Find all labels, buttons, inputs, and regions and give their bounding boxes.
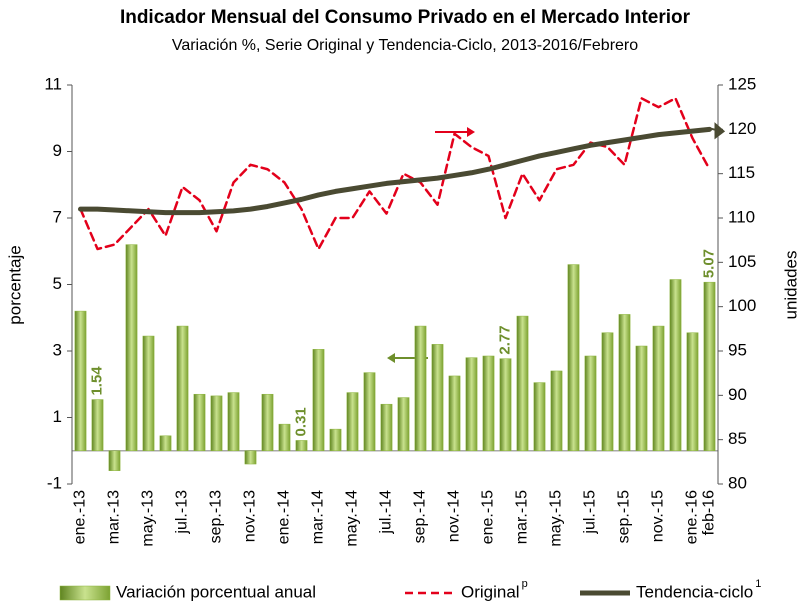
data-label: 0.31 <box>292 407 309 436</box>
bar <box>295 440 308 452</box>
y2-tick-label: 100 <box>728 296 756 315</box>
y2-tick-label: 120 <box>728 119 756 138</box>
bar <box>227 392 240 451</box>
trend-arrow <box>709 122 726 140</box>
legend-swatch <box>59 585 111 601</box>
chart-subtitle: Variación %, Serie Original y Tendencia-… <box>172 37 638 54</box>
y-tick-label: 1 <box>53 407 62 426</box>
bar <box>346 392 359 451</box>
y2-tick-label: 95 <box>728 340 747 359</box>
x-tick-label: ene.-13 <box>72 490 89 544</box>
bar <box>329 428 342 452</box>
y2-axis-label: unidades <box>781 250 800 319</box>
bar <box>380 403 393 452</box>
bar <box>618 314 631 451</box>
legend-label: Tendencia-ciclo <box>636 582 753 601</box>
data-label: 2.77 <box>496 325 513 354</box>
y-tick-label: -1 <box>47 473 62 492</box>
legend-superscript: p <box>522 578 528 590</box>
y-tick-label: 3 <box>53 340 62 359</box>
y2-tick-label: 115 <box>728 163 755 182</box>
y2-tick-label: 80 <box>728 473 747 492</box>
y-tick-label: 9 <box>53 141 62 160</box>
bar <box>210 395 223 452</box>
bar <box>312 349 325 451</box>
y2-tick-label: 125 <box>728 74 756 93</box>
y2-tick-label: 85 <box>728 429 747 448</box>
x-tick-label: nov.-15 <box>650 490 667 542</box>
x-tick-label: nov.-13 <box>242 490 259 542</box>
bar <box>533 382 546 451</box>
x-tick-label: sep.-15 <box>616 490 633 543</box>
bar <box>363 372 376 451</box>
bar <box>278 423 291 451</box>
bar <box>584 355 597 451</box>
y-tick-label: 5 <box>53 274 62 293</box>
annotation-arrow-head <box>467 127 475 137</box>
bar <box>244 450 257 465</box>
x-tick-label: sep.-13 <box>208 490 225 543</box>
line <box>78 126 712 216</box>
bar <box>669 279 682 452</box>
bar <box>142 335 155 452</box>
x-tick-label: may.-14 <box>344 490 361 547</box>
bar <box>431 344 444 452</box>
x-tick-label: may.-13 <box>140 490 157 547</box>
bar <box>91 399 104 452</box>
bar <box>550 370 563 452</box>
bar <box>567 264 580 451</box>
chart-title: Indicador Mensual del Consumo Privado en… <box>120 7 691 28</box>
x-tick-label: ene.-14 <box>276 490 293 544</box>
x-tick-label: jul.-15 <box>582 490 599 535</box>
legend-label: Original <box>461 582 520 601</box>
x-tick-label: feb-16 <box>701 490 718 535</box>
legend-label: Variación porcentual anual <box>116 582 316 601</box>
x-tick-label: sep.-14 <box>412 490 429 543</box>
bar <box>686 332 699 451</box>
bar <box>652 325 665 451</box>
bar <box>465 357 478 451</box>
bar <box>125 244 138 451</box>
bar <box>448 375 461 451</box>
y2-tick-label: 110 <box>728 207 755 226</box>
bar <box>397 397 410 451</box>
y-tick-label: 7 <box>53 207 62 226</box>
y-tick-label: 11 <box>44 74 62 93</box>
data-label: 5.07 <box>700 249 717 278</box>
y-axis-label: porcentaje <box>5 245 24 324</box>
y2-tick-label: 90 <box>728 385 747 404</box>
bar <box>601 332 614 451</box>
x-tick-label: mar.-13 <box>106 490 123 544</box>
x-tick-label: may.-15 <box>548 490 565 547</box>
annotation-arrow-head <box>387 353 395 363</box>
y2-tick-label: 105 <box>728 252 756 271</box>
bar <box>108 450 121 471</box>
line <box>79 97 711 251</box>
legend-superscript: 1 <box>755 578 761 590</box>
bar <box>482 355 495 451</box>
bar <box>74 310 87 451</box>
bar <box>516 315 529 451</box>
x-tick-label: jul.-14 <box>378 490 395 535</box>
x-tick-label: jul.-13 <box>174 490 191 535</box>
x-tick-label: mar.-14 <box>310 490 327 544</box>
bar <box>635 345 648 452</box>
x-tick-label: ene.-16 <box>684 490 701 544</box>
x-tick-label: nov.-14 <box>446 490 463 542</box>
bar <box>159 435 172 452</box>
bar <box>414 325 427 451</box>
x-tick-label: ene.-15 <box>480 490 497 544</box>
bar <box>703 281 716 451</box>
bar <box>193 393 206 452</box>
bar <box>499 358 512 451</box>
x-tick-label: mar.-15 <box>514 490 531 544</box>
bar <box>176 325 189 451</box>
bar <box>261 393 274 452</box>
data-label: 1.54 <box>88 366 105 396</box>
